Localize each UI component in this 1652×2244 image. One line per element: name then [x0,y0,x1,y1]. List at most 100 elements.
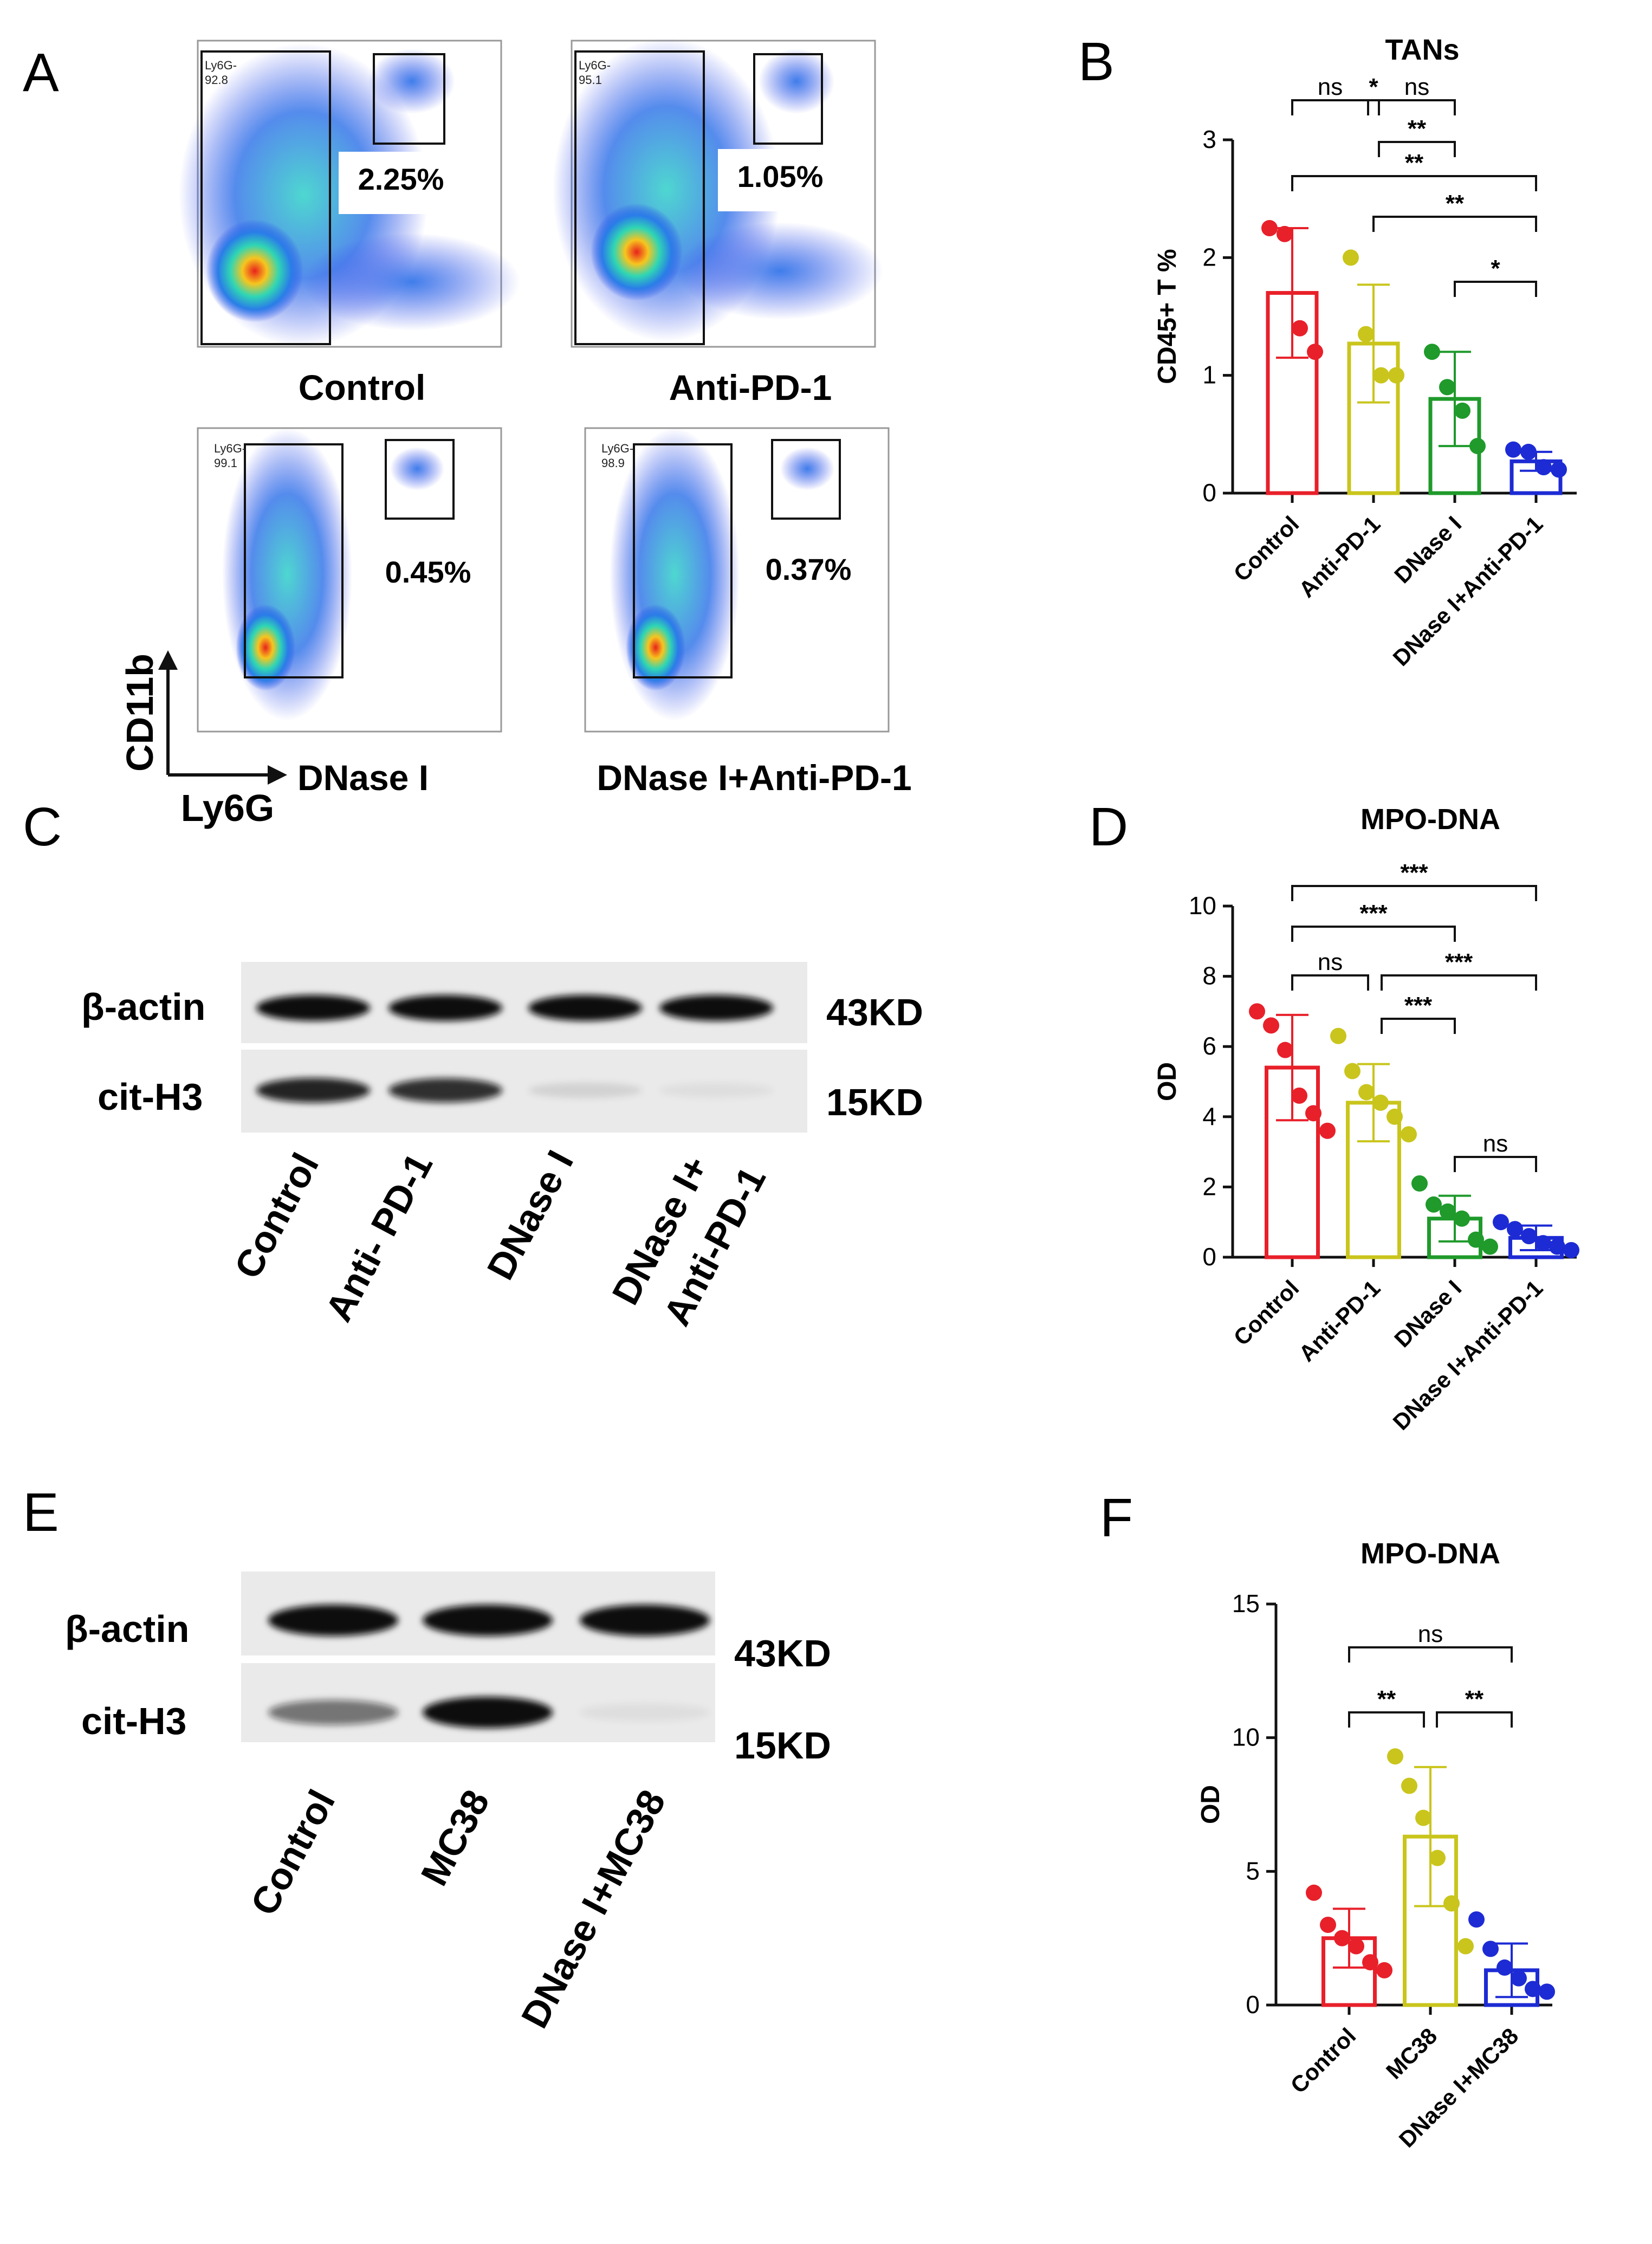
data-point [1535,1235,1551,1252]
blot-band [580,1703,710,1722]
significance-bracket [1381,1018,1456,1034]
data-point [1307,344,1323,360]
percent-label-bg [718,149,848,211]
data-point [1330,1027,1346,1044]
data-point [1468,1231,1484,1248]
blot-band [528,1082,642,1098]
data-point [1549,1238,1565,1255]
western-blot-c: β-actin cit-H3 43KD 15KD Control Anti- P… [81,962,923,1333]
flow-density-core [236,604,295,691]
flow-percent: 0.45% [385,555,471,589]
gate-value: 92.8 [205,73,228,87]
significance-bracket [1378,141,1456,157]
y-tick-label: 5 [1246,1857,1260,1885]
flow-plot-dnase-i: Ly6G- 99.1 0.45% DNase I [197,427,502,798]
blot-band [256,1078,370,1103]
significance-label: *** [1404,992,1433,1019]
blot-size-label: 43KD [826,991,923,1033]
significance-label: ** [1465,1686,1484,1712]
significance-bracket [1436,1711,1513,1728]
data-point [1261,220,1278,236]
data-point [1372,1094,1389,1111]
data-point [1291,1087,1307,1104]
ly6g-pos-gate [771,439,841,520]
flow-density-core [626,604,685,691]
data-point [1319,1122,1336,1139]
blot-protein-label: β-actin [65,1608,189,1650]
chart-title: TANs [1385,34,1459,66]
flow-density-upper [780,447,834,490]
data-point [1334,1930,1350,1946]
data-point [1401,1777,1417,1794]
data-point [1521,1228,1537,1245]
blot-band [580,1605,710,1636]
y-tick-label: 0 [1246,1990,1260,2019]
flow-plot-label: DNase I+Anti-PD-1 [597,758,911,798]
gate-name: Ly6G- [579,59,611,72]
significance-label: *** [1445,949,1473,975]
flow-percent: 0.37% [766,552,852,586]
blot-lane-label: DNase I+MC38 [513,1783,673,2034]
data-point [1401,1126,1417,1143]
x-tick-label: DNase I [1389,1275,1466,1352]
significance-label: ns [1483,1130,1508,1157]
gate-value: 95.1 [579,73,602,87]
percent-label-bg [339,152,469,214]
data-point [1387,1108,1403,1125]
significance-bracket [1291,974,1369,991]
data-point [1263,1017,1279,1034]
ly6g-neg-gate [200,50,331,345]
significance-bracket [1378,99,1456,115]
blot-lane-label: DNase I [479,1143,581,1286]
flow-percent: 2.25% [358,162,444,196]
panel-letter-c: C [23,797,62,857]
x-tick-label: Anti-PD-1 [1294,511,1385,603]
blot-size-label: 15KD [826,1081,923,1123]
data-point [1348,1938,1364,1955]
data-point [1426,1196,1442,1213]
blot-band [388,995,502,1021]
blot-band [256,995,370,1021]
significance-label: ns [1418,1621,1443,1647]
flow-plot-label: Anti-PD-1 [669,367,832,408]
significance-bracket [1348,1646,1513,1663]
gate-name: Ly6G- [601,442,633,455]
data-point [1520,443,1537,460]
significance-label: ns [1404,74,1429,100]
blot-protein-label: cit-H3 [98,1076,203,1118]
significance-bracket [1291,885,1537,901]
flow-density-tail [303,233,520,331]
significance-bracket [1454,1156,1537,1172]
flow-density-upper [368,49,455,114]
x-tick-label: DNase I+Anti-PD-1 [1388,1275,1548,1435]
data-point [1362,1954,1378,1971]
significance-bracket [1348,1711,1425,1728]
significance-label: *** [1400,859,1428,886]
data-point [1439,379,1455,396]
ly6g-pos-gate [385,439,455,520]
data-point [1277,225,1293,242]
y-tick-label: 0 [1202,478,1216,507]
y-tick-label: 1 [1202,361,1216,389]
flow-panel: Ly6G- 92.8 2.25% Control Ly6G- 95.1 1.05… [119,38,912,829]
ly6g-pos-gate [373,53,445,145]
y-tick-label: 15 [1232,1589,1260,1618]
blot-band [423,1605,553,1636]
blot-gap [241,1655,715,1663]
blot-lane-label: Anti- PD-1 [318,1146,441,1328]
gate-value: 99.1 [214,456,237,470]
y-tick-label: 10 [1189,891,1216,920]
gate-name: Ly6G- [205,59,237,72]
blot-band [423,1697,553,1728]
data-point [1469,438,1486,455]
data-point [1440,1203,1456,1220]
y-tick-label: 10 [1232,1723,1260,1751]
blot-lane-label: Control [243,1783,344,1922]
data-point [1493,1214,1509,1231]
panel-letter-d: D [1089,797,1128,857]
chart-title: MPO-DNA [1361,1537,1500,1570]
